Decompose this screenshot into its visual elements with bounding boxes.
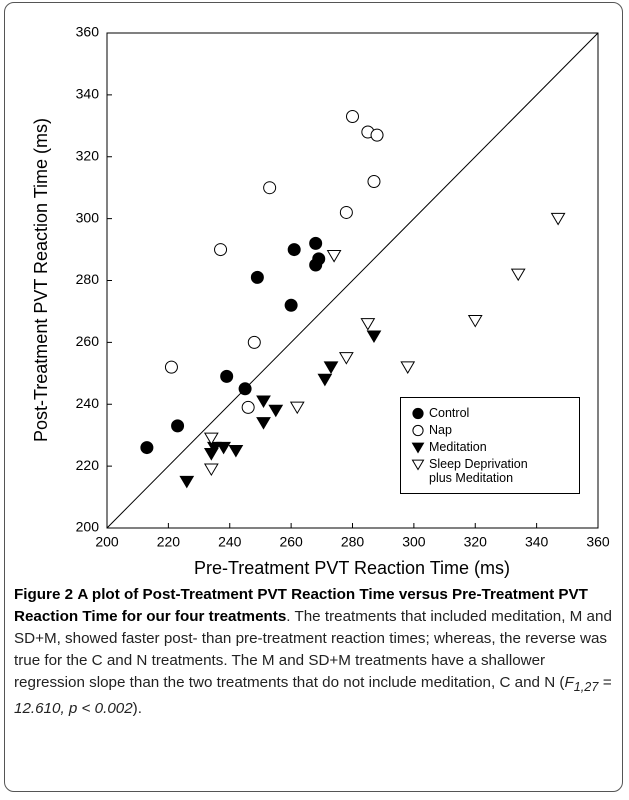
- legend-symbol: [411, 442, 425, 454]
- point: [367, 175, 381, 188]
- point: [263, 181, 277, 195]
- point: [256, 417, 271, 430]
- legend-label: Sleep Deprivation plus Meditation: [429, 457, 528, 485]
- y-tick-label: 220: [76, 457, 100, 473]
- x-axis-title: Pre-Treatment PVT Reaction Time (ms): [194, 558, 510, 578]
- legend-label: Nap: [429, 423, 452, 437]
- point: [317, 373, 333, 387]
- x-tick-label: 240: [218, 534, 242, 550]
- point: [140, 441, 154, 455]
- y-tick-label: 300: [76, 209, 100, 225]
- caption: Figure 2 A plot of Post-Treatment PVT Re…: [14, 584, 614, 720]
- x-tick-label: 300: [402, 534, 426, 550]
- point: [171, 419, 185, 433]
- point: [338, 352, 354, 365]
- point: [326, 250, 342, 263]
- point: [370, 128, 384, 142]
- legend-symbol: [412, 424, 424, 437]
- point: [284, 298, 298, 312]
- stat-value: = 12.610, p < 0.002: [14, 674, 612, 718]
- point: [412, 424, 424, 437]
- point: [220, 369, 234, 383]
- point: [241, 400, 255, 414]
- stat-subscript: 1,27: [573, 680, 599, 695]
- point: [289, 401, 305, 415]
- figure-label: Figure 2: [14, 586, 74, 603]
- caption-end: ).: [132, 700, 142, 718]
- y-tick-label: 260: [76, 333, 100, 349]
- point: [203, 432, 219, 446]
- point: [346, 110, 359, 124]
- legend-entry: Nap: [409, 423, 573, 438]
- y-tick-label: 240: [76, 395, 100, 411]
- legend-label: Control: [429, 406, 470, 420]
- y-axis-title: Post-Treatment PVT Reaction Time (ms): [31, 118, 51, 442]
- chart: Post-Treatment PVT Reaction Time (ms) Pr…: [31, 24, 610, 578]
- legend-label: Meditation: [429, 440, 487, 454]
- x-tick-label: 260: [279, 534, 303, 550]
- legend-symbol: [412, 407, 424, 420]
- point: [309, 236, 323, 250]
- point: [411, 442, 425, 454]
- x-tick-label: 220: [157, 534, 181, 550]
- figure-frame: [4, 2, 623, 792]
- legend-entry: Control: [409, 406, 573, 421]
- legend: Control Nap Meditation Sleep Deprivation pl…: [400, 397, 580, 494]
- point: [360, 318, 376, 331]
- point: [287, 243, 301, 257]
- point: [411, 459, 425, 471]
- point: [179, 475, 195, 489]
- point: [400, 361, 416, 374]
- caption-body: . The treatments that included meditatio…: [14, 608, 612, 691]
- identity-line: [106, 32, 599, 529]
- y-tick-label: 280: [76, 271, 100, 287]
- point: [312, 252, 326, 266]
- point: [268, 404, 284, 418]
- legend-entry: Meditation: [409, 440, 573, 455]
- point: [323, 361, 339, 374]
- point: [550, 212, 566, 226]
- point: [164, 360, 178, 374]
- point: [366, 330, 382, 344]
- legend-symbol: [411, 459, 425, 471]
- y-tick-label: 340: [76, 86, 100, 102]
- point: [238, 382, 252, 396]
- x-tick-label: 280: [341, 534, 365, 550]
- point: [247, 335, 261, 349]
- figure-title: A plot of Post-Treatment PVT Reaction Ti…: [14, 586, 588, 625]
- point: [228, 444, 244, 458]
- legend-entry: Sleep Deprivation plus Meditation: [409, 457, 573, 485]
- point: [214, 243, 228, 257]
- point: [412, 407, 424, 420]
- y-tick-label: 200: [76, 519, 100, 535]
- point: [207, 441, 222, 455]
- x-tick-label: 320: [464, 534, 488, 550]
- x-tick-label: 200: [95, 534, 119, 550]
- point: [216, 441, 231, 455]
- y-tick-label: 360: [76, 24, 100, 40]
- y-tick-label: 320: [76, 147, 100, 163]
- point: [510, 268, 526, 282]
- x-tick-label: 360: [586, 534, 610, 550]
- point: [256, 395, 271, 408]
- x-tick-label: 340: [525, 534, 549, 550]
- point: [250, 270, 264, 284]
- stat-symbol: F: [564, 674, 574, 691]
- point: [339, 205, 353, 219]
- point: [203, 463, 219, 477]
- point: [467, 315, 483, 328]
